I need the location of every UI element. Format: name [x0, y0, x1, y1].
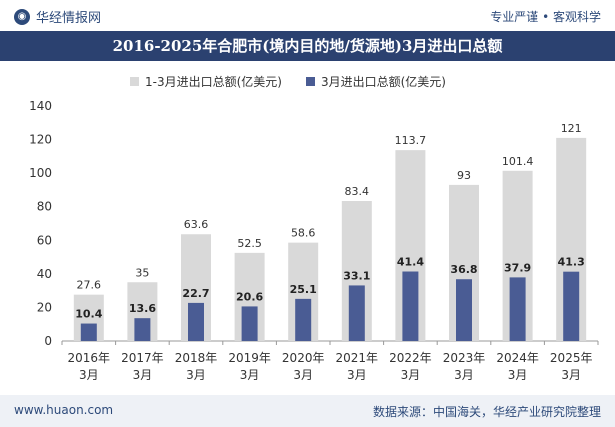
x-tick-label-month: 3月 [186, 368, 206, 382]
legend-label-total: 1-3月进出口总额(亿美元) [145, 75, 282, 89]
data-label-total: 101.4 [502, 155, 534, 168]
data-label-total: 58.6 [291, 227, 316, 240]
data-label-march: 10.4 [75, 308, 102, 321]
data-label-march: 13.6 [129, 302, 156, 315]
data-label-total: 52.5 [237, 237, 262, 250]
data-label-total: 93 [457, 169, 471, 182]
data-label-march: 41.3 [558, 256, 585, 269]
bar-march [402, 271, 419, 341]
x-tick-label-year: 2023年 [443, 351, 486, 365]
bar-march [188, 302, 204, 341]
legend-label-march: 3月进出口总额(亿美元) [320, 75, 446, 89]
y-tick-label: 40 [37, 267, 52, 281]
x-tick-label-year: 2017年 [121, 351, 164, 365]
data-label-total: 27.6 [77, 279, 102, 292]
x-tick-label-month: 3月 [240, 368, 260, 382]
bar-march [295, 298, 312, 341]
brand: ◉ 华经情报网 [14, 7, 101, 26]
y-tick-label: 60 [37, 233, 52, 247]
footer: www.huaon.com 数据来源：中国海关，华经产业研究院整理 [0, 395, 615, 427]
x-tick-label-month: 3月 [561, 368, 581, 382]
x-tick-label-month: 3月 [401, 368, 421, 382]
chart-title: 2016-2025年合肥市(境内目的地/货源地)3月进出口总额 [0, 31, 615, 61]
x-tick-label-year: 2025年 [550, 351, 593, 365]
x-tick-label-month: 3月 [133, 368, 153, 382]
legend-item-total: 1-3月进出口总额(亿美元) [130, 73, 282, 90]
logo-icon: ◉ [14, 8, 30, 25]
top-bar: ◉ 华经情报网 专业严谨 • 客观科学 [0, 0, 615, 30]
x-tick-label-year: 2019年 [228, 351, 271, 365]
bar-march [241, 306, 258, 341]
y-tick-label: 140 [29, 99, 52, 113]
footer-website: www.huaon.com [14, 403, 114, 417]
data-label-march: 36.8 [450, 263, 477, 276]
bar-march [348, 285, 365, 341]
data-label-march: 41.4 [397, 256, 424, 269]
x-tick-label-month: 3月 [454, 368, 474, 382]
x-tick-label-year: 2016年 [68, 351, 111, 365]
bar-march [456, 279, 472, 341]
y-tick-label: 100 [29, 166, 52, 180]
bar-march [134, 318, 151, 341]
data-label-total: 83.4 [345, 185, 370, 198]
x-tick-label-year: 2024年 [496, 351, 539, 365]
data-label-march: 25.1 [290, 283, 317, 296]
x-tick-label-month: 3月 [293, 368, 313, 382]
y-tick-label: 80 [37, 200, 52, 214]
data-label-total: 35 [135, 266, 149, 279]
x-tick-label-month: 3月 [508, 368, 528, 382]
brand-name: 华经情报网 [36, 11, 102, 26]
y-tick-label: 20 [37, 300, 52, 314]
y-tick-label: 120 [29, 133, 52, 147]
bar-march [509, 277, 526, 341]
y-tick-label: 0 [44, 334, 52, 348]
data-label-total: 113.7 [395, 134, 427, 147]
x-tick-label-year: 2022年 [389, 351, 432, 365]
x-tick-label-year: 2021年 [336, 351, 379, 365]
data-label-march: 33.1 [343, 269, 370, 282]
x-tick-label-year: 2018年 [175, 351, 218, 365]
legend-swatch-march [305, 77, 315, 86]
data-label-march: 22.7 [182, 287, 209, 300]
data-label-total: 121 [561, 122, 582, 135]
legend-swatch-total [130, 77, 139, 86]
x-tick-label-year: 2020年 [282, 351, 325, 365]
bar-march [563, 271, 580, 341]
bar-march [80, 323, 97, 341]
legend: 1-3月进出口总额(亿美元) 3月进出口总额(亿美元) [130, 73, 446, 90]
data-label-march: 37.9 [504, 261, 531, 274]
tagline: 专业严谨 • 客观科学 [490, 10, 601, 24]
footer-source: 数据来源：中国海关，华经产业研究院整理 [372, 405, 601, 419]
legend-item-march: 3月进出口总额(亿美元) [305, 73, 446, 90]
data-label-total: 63.6 [184, 218, 209, 231]
bar-chart: 0 20 40 60 80 100 120 140 27.6 10.4 2016年 3月 35 13.6 2… [29, 99, 599, 382]
x-tick-label-month: 3月 [79, 368, 99, 382]
x-tick-label-month: 3月 [347, 368, 367, 382]
data-label-march: 20.6 [236, 290, 263, 303]
